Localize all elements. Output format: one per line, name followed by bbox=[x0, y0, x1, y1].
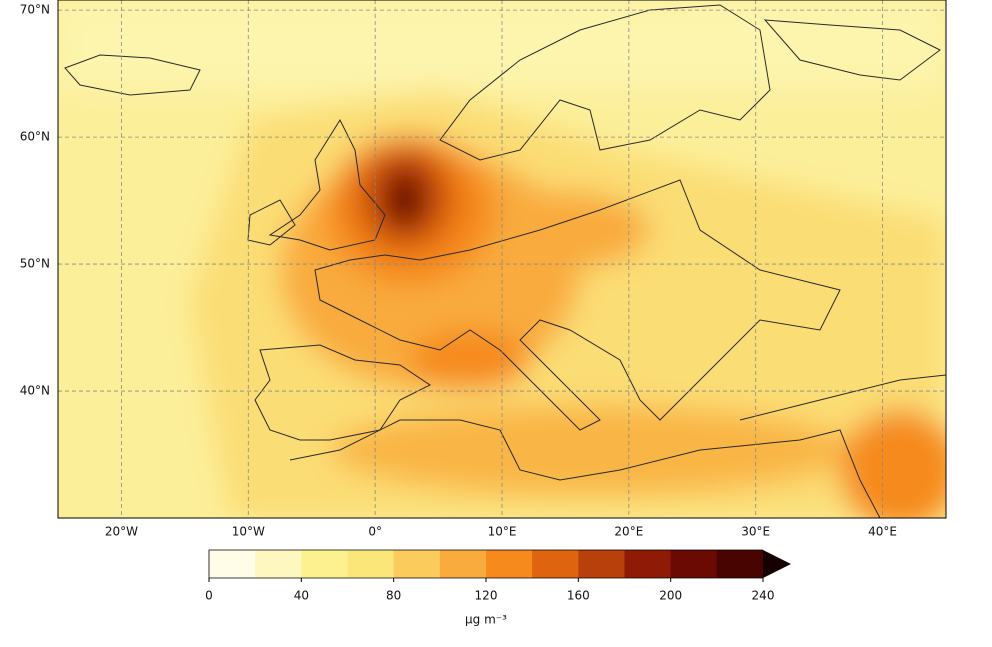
colorbar-bin bbox=[439, 550, 487, 578]
lon-tick-label: 30°E bbox=[741, 525, 770, 539]
colorbar-bin bbox=[670, 550, 718, 578]
colorbar-bin bbox=[255, 550, 302, 578]
colorbar-bin bbox=[347, 550, 395, 578]
coastline bbox=[268, 118, 386, 251]
lat-tick-label: 60°N bbox=[20, 130, 50, 144]
colorbar-bin bbox=[486, 550, 533, 578]
lon-tick-label: 40°E bbox=[868, 525, 897, 539]
colorbar-label: μg m⁻³ bbox=[465, 613, 507, 627]
colorbar-bin bbox=[532, 550, 579, 578]
coastline bbox=[439, 4, 771, 161]
lon-tick-label: 20°E bbox=[614, 525, 643, 539]
colorbar-tick-label: 160 bbox=[567, 589, 590, 603]
colorbar-tick-label: 40 bbox=[294, 589, 309, 603]
colorbar-extend bbox=[763, 550, 791, 578]
colorbar-bin bbox=[716, 550, 764, 578]
graticule: 20°W 10°W 0° 10°E 20°E 30°E 40°E 70°N 60°N 50°N 40… bbox=[20, 0, 946, 539]
colorbar-tick-label: 80 bbox=[386, 589, 401, 603]
lon-tick-label: 10°E bbox=[488, 525, 517, 539]
lon-tick-label: 20°W bbox=[105, 525, 138, 539]
map-field bbox=[58, 0, 946, 518]
coastline bbox=[739, 374, 946, 421]
colorbar-bin bbox=[209, 550, 256, 578]
colorbar-bin bbox=[578, 550, 625, 578]
coastline bbox=[763, 19, 941, 81]
colorbar: 0 40 80 120 160 200 240 μg m⁻³ bbox=[205, 549, 791, 627]
colorbar-tick-label: 120 bbox=[475, 589, 498, 603]
coastline bbox=[64, 54, 201, 96]
colorbar-tick-label: 0 bbox=[205, 589, 213, 603]
lat-tick-label: 50°N bbox=[20, 257, 50, 271]
lat-tick-label: 40°N bbox=[20, 384, 50, 398]
coastline bbox=[314, 179, 841, 431]
colorbar-bin bbox=[301, 550, 348, 578]
colorbar-bin bbox=[624, 550, 672, 578]
colorbar-bin bbox=[393, 550, 441, 578]
lon-tick-label: 10°W bbox=[232, 525, 265, 539]
map-frame bbox=[57, 0, 947, 519]
colorbar-tick-label: 200 bbox=[659, 589, 682, 603]
colorbar-tick-label: 240 bbox=[752, 589, 775, 603]
coastline bbox=[247, 199, 296, 246]
coastline bbox=[289, 419, 881, 518]
lon-tick-label: 0° bbox=[368, 525, 382, 539]
lat-tick-label: 70°N bbox=[20, 3, 50, 17]
